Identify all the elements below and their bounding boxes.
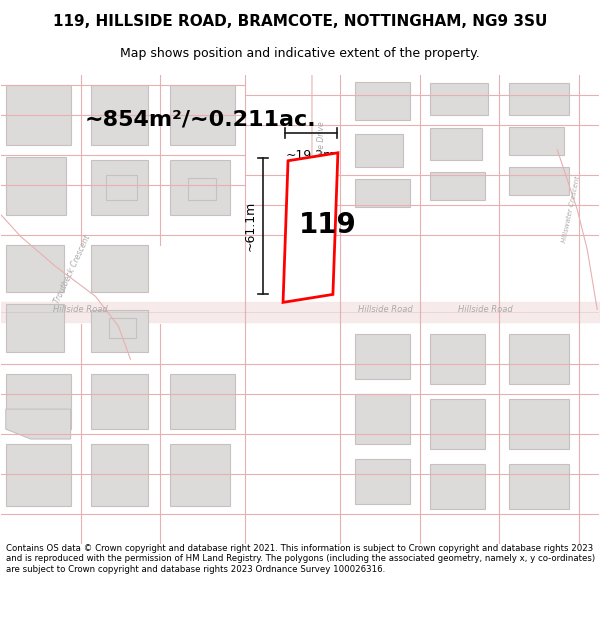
Bar — [170, 374, 235, 429]
Bar — [430, 399, 485, 449]
Bar — [91, 244, 148, 292]
Text: Hillside Road: Hillside Road — [53, 305, 107, 314]
Bar — [509, 334, 569, 384]
Text: Hillside Road: Hillside Road — [358, 305, 413, 314]
Bar — [355, 459, 410, 504]
Bar — [6, 444, 71, 506]
Bar — [430, 464, 485, 509]
Bar — [430, 334, 485, 384]
Bar — [170, 160, 230, 214]
Bar — [188, 177, 216, 199]
Text: ~19.2m: ~19.2m — [286, 149, 336, 162]
Bar — [509, 83, 569, 115]
Bar — [106, 175, 137, 199]
Bar — [430, 128, 482, 160]
Bar — [6, 244, 64, 292]
Bar — [509, 464, 569, 509]
Text: ~854m²/~0.211ac.: ~854m²/~0.211ac. — [85, 110, 316, 130]
Polygon shape — [283, 152, 338, 302]
Bar — [6, 85, 71, 145]
Bar — [170, 444, 230, 506]
Bar — [170, 85, 235, 145]
Bar — [430, 83, 487, 115]
Bar — [355, 334, 410, 379]
Bar — [91, 85, 148, 145]
Text: Map shows position and indicative extent of the property.: Map shows position and indicative extent… — [120, 48, 480, 61]
Polygon shape — [6, 409, 71, 439]
Text: Hillside Road: Hillside Road — [458, 305, 512, 314]
Bar — [91, 374, 148, 429]
Text: Hillswater Crescent: Hillswater Crescent — [561, 176, 581, 244]
Bar — [355, 82, 410, 120]
Bar — [509, 127, 564, 155]
Bar — [6, 157, 65, 214]
Bar — [91, 160, 148, 214]
Bar — [509, 167, 569, 194]
Text: 119: 119 — [299, 211, 357, 239]
Bar — [355, 394, 410, 444]
Text: ~61.1m: ~61.1m — [244, 201, 257, 251]
Bar — [430, 172, 485, 199]
Bar — [355, 134, 403, 167]
Bar — [6, 374, 71, 429]
Bar — [91, 444, 148, 506]
Text: Buttermere Drive: Buttermere Drive — [317, 121, 326, 188]
Text: 119, HILLSIDE ROAD, BRAMCOTE, NOTTINGHAM, NG9 3SU: 119, HILLSIDE ROAD, BRAMCOTE, NOTTINGHAM… — [53, 14, 547, 29]
Bar — [109, 318, 136, 338]
Bar — [91, 311, 148, 352]
Text: Troutbeck Crescent: Troutbeck Crescent — [53, 234, 92, 305]
Bar — [509, 399, 569, 449]
Text: Contains OS data © Crown copyright and database right 2021. This information is : Contains OS data © Crown copyright and d… — [6, 544, 595, 574]
Bar — [355, 179, 410, 207]
Bar — [6, 304, 64, 352]
